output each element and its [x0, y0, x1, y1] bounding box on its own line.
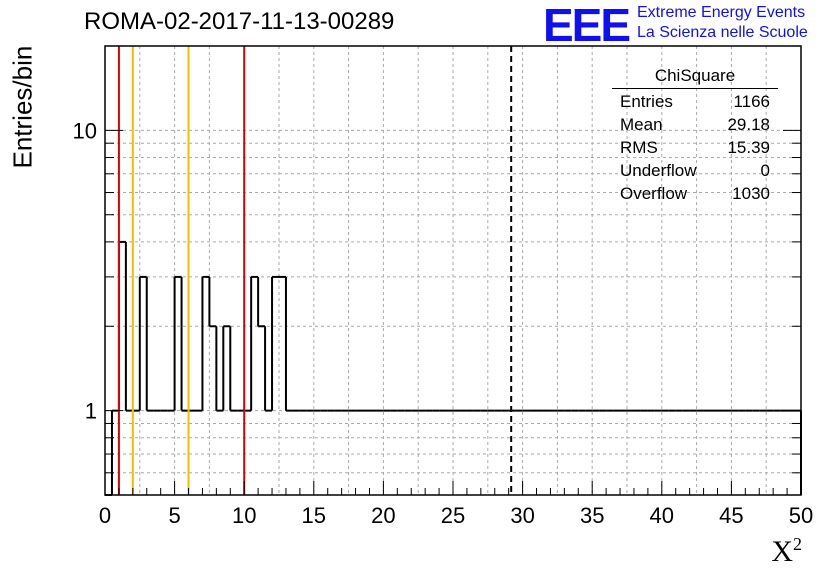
y-axis-label: Entries/bin — [7, 45, 38, 169]
stats-value: 1030 — [732, 184, 770, 203]
stats-label: Mean — [620, 115, 663, 134]
x-axis-label-text: X — [771, 535, 793, 568]
stats-value: 1166 — [733, 92, 770, 111]
stats-box: ChiSquare Entries 1166 Mean 29.18 RMS 15.39… — [612, 66, 778, 205]
x-tick-label: 20 — [371, 503, 395, 528]
stats-row-rms: RMS 15.39 — [612, 136, 778, 159]
stats-value: 0 — [760, 161, 770, 180]
stats-row-underflow: Underflow 0 — [612, 159, 778, 182]
stats-label: RMS — [620, 138, 658, 157]
x-tick-label: 0 — [99, 503, 111, 528]
stats-row-entries: Entries 1166 — [612, 90, 778, 113]
plot-title: ROMA-02-2017-11-13-00289 — [84, 8, 395, 35]
x-tick-label: 5 — [168, 503, 180, 528]
stats-value: 15.39 — [727, 138, 770, 157]
stats-row-overflow: Overflow 1030 — [612, 182, 778, 205]
x-tick-label: 50 — [789, 503, 813, 528]
eee-logo: EEE — [543, 0, 631, 51]
x-tick-label: 45 — [719, 503, 743, 528]
stats-label: Underflow — [620, 161, 697, 180]
stats-row-mean: Mean 29.18 — [612, 113, 778, 136]
logo-line-2: La Scienza nelle Scuole — [637, 24, 808, 41]
stats-label: Entries — [620, 92, 673, 111]
x-axis-label-superscript: 2 — [793, 534, 802, 554]
stats-title: ChiSquare — [612, 66, 778, 89]
logo-line-1: Extreme Energy Events — [637, 4, 806, 21]
x-axis-label: X2 — [771, 534, 802, 569]
x-tick-label: 40 — [650, 503, 674, 528]
y-tick-label: 1 — [85, 399, 97, 424]
x-tick-label: 15 — [302, 503, 326, 528]
stats-value: 29.18 — [727, 115, 770, 134]
x-tick-label: 35 — [580, 503, 604, 528]
x-tick-label: 25 — [441, 503, 465, 528]
x-tick-label: 30 — [510, 503, 534, 528]
y-tick-label: 10 — [73, 118, 97, 143]
stats-label: Overflow — [620, 184, 688, 203]
x-tick-label: 10 — [232, 503, 256, 528]
